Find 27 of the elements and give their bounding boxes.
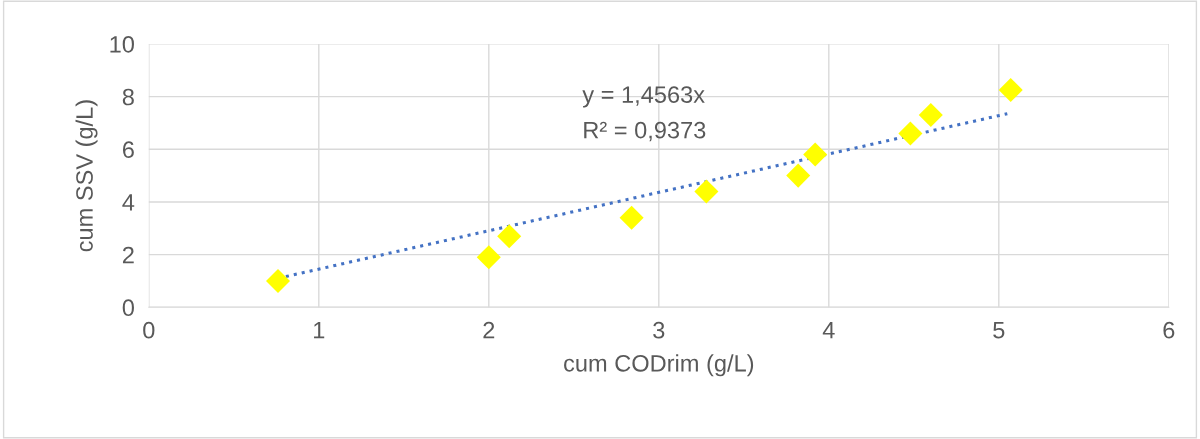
- x-tick-label: 5: [993, 322, 1005, 339]
- y-tick-label: 6: [122, 141, 134, 159]
- y-tick-label: 0: [122, 299, 134, 317]
- y-tick-label: 10: [110, 35, 134, 53]
- x-tick-label: 4: [822, 322, 835, 339]
- x-axis-title: cum CODrim (g/L): [564, 354, 754, 377]
- x-tick-label: 0: [143, 321, 155, 339]
- x-tick-label: 2: [483, 321, 495, 339]
- point: [694, 179, 719, 204]
- point: [998, 77, 1023, 103]
- point: [265, 268, 291, 293]
- point: [898, 121, 923, 146]
- y-axis-title: cum SSV (g/L): [75, 100, 98, 252]
- point: [497, 224, 522, 249]
- point: [786, 163, 811, 188]
- x-tick-label: 3: [653, 321, 665, 339]
- x-tick-label: 6: [1163, 321, 1175, 339]
- annotation: R² = 0,9373: [584, 121, 706, 142]
- y-tick-label: 4: [122, 194, 135, 211]
- y-tick-label: 2: [122, 246, 134, 264]
- x-tick-label: 1: [314, 322, 325, 339]
- point: [619, 205, 644, 230]
- annotation: y = 1,4563x: [582, 86, 705, 108]
- point: [803, 142, 828, 167]
- point: [476, 245, 501, 270]
- y-tick-label: 8: [122, 88, 134, 106]
- point: [918, 102, 943, 128]
